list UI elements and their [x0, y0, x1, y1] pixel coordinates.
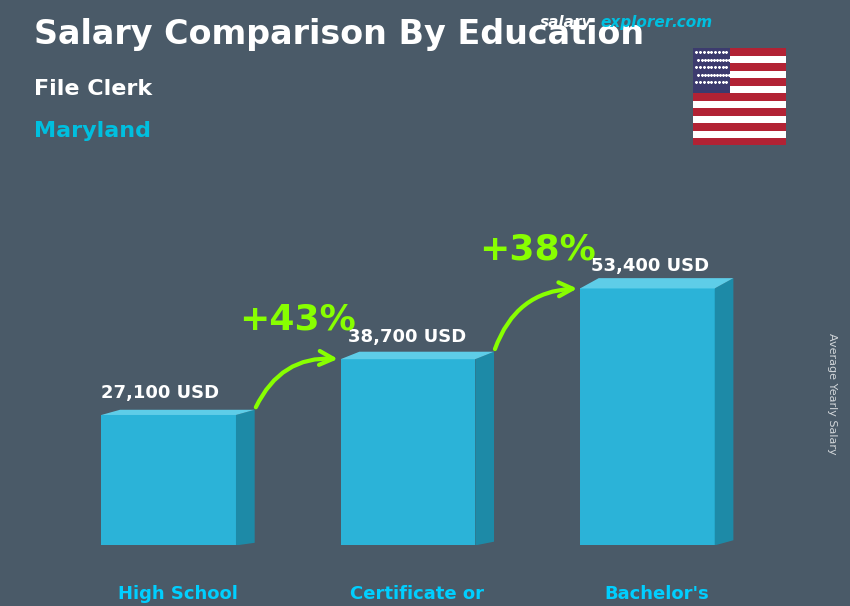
Text: explorer: explorer	[601, 15, 673, 30]
Text: salary: salary	[540, 15, 592, 30]
Bar	[693, 86, 786, 93]
Text: +43%: +43%	[240, 303, 356, 337]
Polygon shape	[341, 359, 475, 545]
Polygon shape	[101, 415, 236, 545]
Text: Certificate or
Diploma: Certificate or Diploma	[350, 585, 484, 606]
Text: File Clerk: File Clerk	[34, 79, 152, 99]
Text: Bachelor's
Degree: Bachelor's Degree	[604, 585, 709, 606]
Polygon shape	[580, 278, 734, 288]
Bar	[693, 123, 786, 130]
Text: Maryland: Maryland	[34, 121, 151, 141]
Bar	[693, 48, 786, 56]
Text: .com: .com	[672, 15, 712, 30]
Polygon shape	[341, 351, 494, 359]
Polygon shape	[475, 351, 494, 545]
Text: +38%: +38%	[479, 232, 595, 266]
Bar	[693, 93, 786, 101]
Bar	[693, 138, 786, 145]
Text: Average Yearly Salary: Average Yearly Salary	[827, 333, 837, 454]
Bar	[693, 48, 730, 93]
Bar	[693, 130, 786, 138]
Text: High School: High School	[118, 585, 238, 603]
Bar	[693, 78, 786, 86]
Text: 38,700 USD: 38,700 USD	[348, 328, 467, 346]
Text: Salary Comparison By Education: Salary Comparison By Education	[34, 18, 644, 51]
Bar	[693, 116, 786, 123]
Polygon shape	[580, 288, 715, 545]
Bar	[693, 71, 786, 78]
Text: 27,100 USD: 27,100 USD	[101, 384, 219, 402]
Bar	[693, 56, 786, 64]
Text: 53,400 USD: 53,400 USD	[592, 258, 710, 275]
Bar	[693, 101, 786, 108]
Polygon shape	[236, 410, 255, 545]
Polygon shape	[101, 410, 255, 415]
Bar	[693, 64, 786, 71]
Polygon shape	[715, 278, 734, 545]
Bar	[693, 108, 786, 116]
